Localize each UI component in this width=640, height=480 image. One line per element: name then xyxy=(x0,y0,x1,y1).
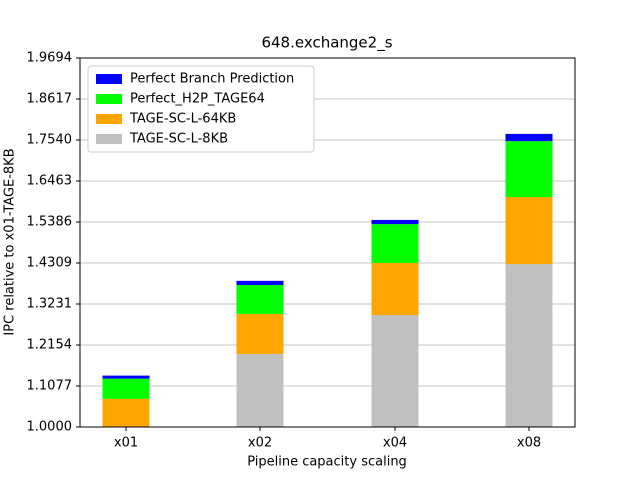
bar-segment xyxy=(102,378,150,399)
legend-swatch xyxy=(96,74,122,84)
y-tick-label: 1.8617 xyxy=(27,91,73,106)
chart-title: 648.exchange2_s xyxy=(261,34,392,53)
bar-segment xyxy=(102,398,150,427)
legend-label: Perfect Branch Prediction xyxy=(130,72,294,87)
y-tick-label: 1.4309 xyxy=(27,255,73,270)
bars xyxy=(102,133,553,427)
y-axis-label: IPC relative to x01-TAGE-8KB xyxy=(3,148,18,335)
x-axis-label: Pipeline capacity scaling xyxy=(247,455,407,470)
y-tick-label: 1.9694 xyxy=(27,51,73,66)
bar-segment xyxy=(236,353,284,427)
y-tick-label: 1.6463 xyxy=(27,173,73,188)
bar-segment xyxy=(102,375,150,379)
x-tick-label: x02 xyxy=(248,436,272,451)
bar-segment xyxy=(505,133,553,142)
bar-segment xyxy=(505,141,553,198)
legend-swatch xyxy=(96,134,122,144)
bar-segment xyxy=(236,285,284,314)
x-tick-label: x01 xyxy=(114,436,138,451)
bar-segment xyxy=(236,313,284,354)
bar-segment xyxy=(371,315,419,427)
x-tick-label: x04 xyxy=(383,436,407,451)
legend-label: TAGE-SC-L-8KB xyxy=(129,132,228,147)
legend-label: Perfect_H2P_TAGE64 xyxy=(130,92,265,107)
legend-swatch xyxy=(96,114,122,124)
legend-box xyxy=(87,65,315,153)
bar-segment xyxy=(371,262,419,316)
y-tick-label: 1.0000 xyxy=(27,420,73,435)
bar-segment xyxy=(371,224,419,263)
y-tick-label: 1.7540 xyxy=(27,132,73,147)
y-tick-label: 1.2154 xyxy=(27,338,73,353)
y-tick-label: 1.1077 xyxy=(27,379,73,394)
legend-swatch xyxy=(96,94,122,104)
bar-segment xyxy=(236,280,284,286)
bar-segment xyxy=(505,264,553,427)
bar-segment xyxy=(505,197,553,265)
legend-label: TAGE-SC-L-64KB xyxy=(129,112,236,127)
y-tick-label: 1.3231 xyxy=(27,297,73,312)
bar-segment xyxy=(371,219,419,225)
x-tick-label: x08 xyxy=(517,436,541,451)
plot-frame xyxy=(79,57,576,428)
legend: Perfect Branch Prediction Perfect_H2P_TAG… xyxy=(87,65,315,153)
y-tick-label: 1.5386 xyxy=(27,214,73,229)
